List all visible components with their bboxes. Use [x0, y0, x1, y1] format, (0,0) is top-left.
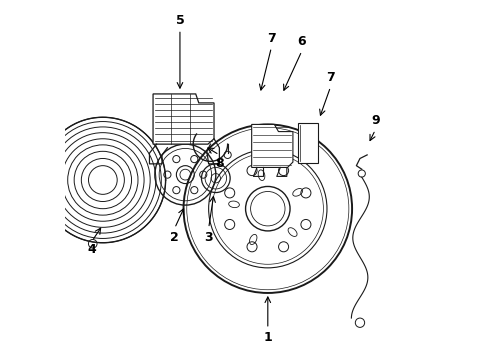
Text: 1: 1	[263, 331, 272, 344]
Text: 7: 7	[266, 32, 275, 45]
Polygon shape	[153, 94, 214, 144]
Text: 8: 8	[215, 157, 223, 170]
Text: 9: 9	[370, 114, 379, 127]
Polygon shape	[297, 123, 318, 163]
Text: 5: 5	[175, 14, 184, 27]
Text: 2: 2	[170, 231, 179, 244]
Text: 6: 6	[297, 35, 305, 49]
Text: 4: 4	[87, 243, 96, 256]
Text: 7: 7	[325, 71, 334, 84]
Text: 3: 3	[204, 231, 212, 244]
Polygon shape	[251, 125, 292, 167]
